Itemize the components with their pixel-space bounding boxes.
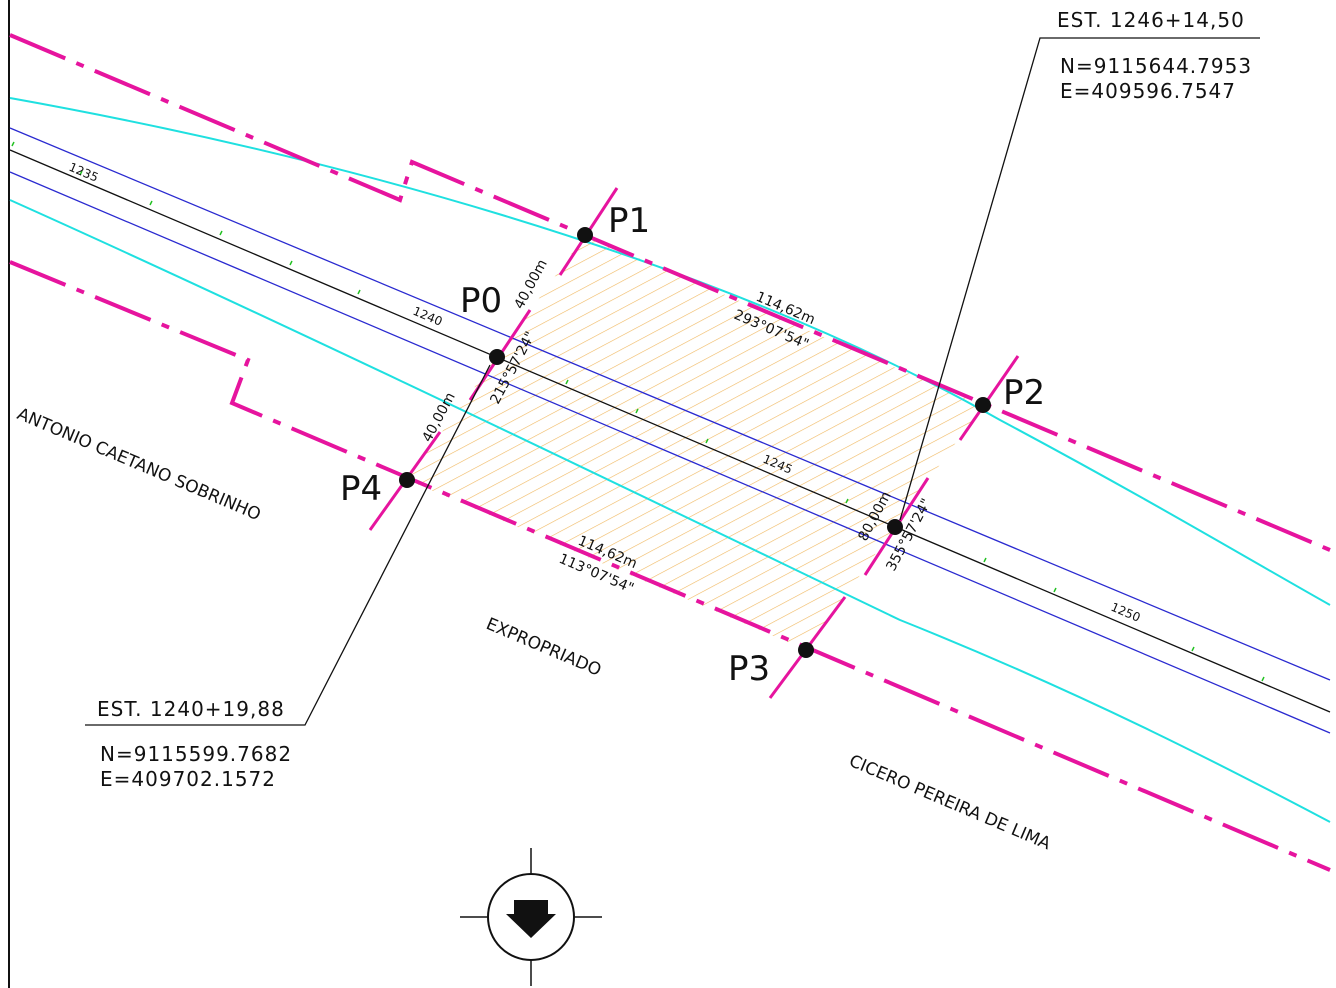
lane-line — [9, 127, 1331, 681]
coordinate: N=9115644.7953 — [1060, 54, 1252, 78]
leader-line — [85, 364, 491, 726]
point-label: P3 — [728, 649, 770, 689]
point-label: P4 — [340, 469, 382, 509]
coordinate: E=409702.1572 — [100, 767, 276, 791]
centerline — [9, 149, 1331, 713]
coordinate: E=409596.7547 — [1060, 79, 1236, 103]
point-marker — [958, 355, 1020, 441]
station-label: EST. 1240+19,88 — [97, 697, 285, 721]
station-label: EST. 1246+14,50 — [1057, 8, 1245, 32]
property-line — [9, 260, 1331, 872]
leader-line — [899, 37, 1260, 521]
point-label: P0 — [460, 281, 502, 321]
survey-points — [399, 227, 991, 658]
road-edge — [9, 199, 1331, 823]
coordinate: N=9115599.7682 — [100, 742, 292, 766]
station-ticks — [11, 141, 1265, 682]
lane-line — [9, 171, 1331, 734]
point-label: P1 — [608, 201, 650, 241]
road-edge — [9, 97, 1331, 606]
expropriated-area — [407, 235, 983, 650]
north-arrow — [460, 848, 602, 986]
point-label: P2 — [1003, 373, 1045, 413]
property-line — [9, 33, 1331, 552]
